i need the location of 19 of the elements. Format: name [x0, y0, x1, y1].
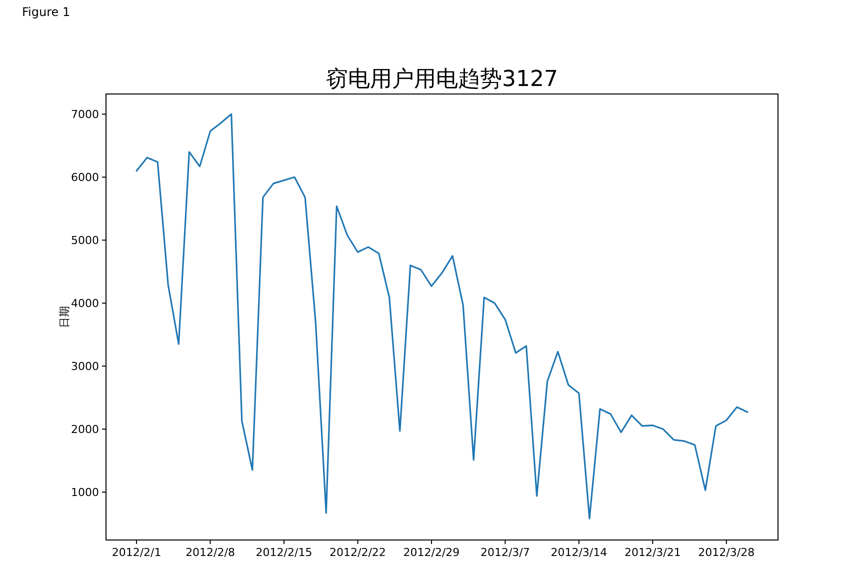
- x-tick-label: 2012/3/7: [480, 546, 530, 559]
- y-tick-label: 2000: [71, 423, 99, 436]
- y-tick-label: 3000: [71, 360, 99, 374]
- x-tick-label: 2012/2/8: [186, 546, 235, 559]
- x-tick-label: 2012/2/22: [330, 546, 386, 559]
- x-tick-label: 2012/3/28: [698, 546, 755, 559]
- x-tick-label: 2012/2/1: [112, 546, 162, 559]
- annotation: Figure 1: [22, 5, 70, 19]
- chart-title: 窃电用户用电趋势3127: [326, 67, 558, 92]
- y-tick-label: 4000: [71, 297, 99, 310]
- y-tick-label: 7000: [71, 108, 99, 122]
- y-axis-title: 日期: [58, 306, 71, 328]
- y-tick-label: 1000: [71, 486, 99, 500]
- x-tick-label: 2012/2/29: [403, 546, 460, 559]
- y-tick-label: 6000: [71, 171, 99, 184]
- x-tick-label: 2012/2/15: [256, 546, 312, 559]
- x-tick-label: 2012/3/14: [550, 546, 608, 559]
- x-tick-label: 2012/3/21: [624, 546, 681, 559]
- y-tick-label: 5000: [71, 234, 99, 248]
